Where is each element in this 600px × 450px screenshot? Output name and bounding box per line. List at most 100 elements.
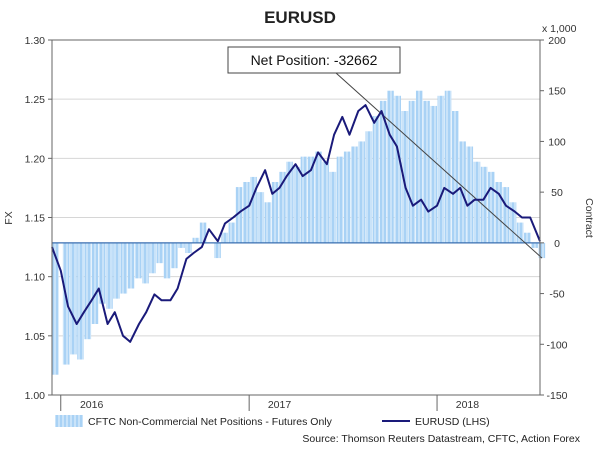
position-bar bbox=[466, 146, 474, 243]
position-bar bbox=[480, 166, 488, 243]
left-tick-label: 1.20 bbox=[25, 153, 46, 165]
position-bar bbox=[170, 242, 178, 269]
position-bar bbox=[495, 182, 502, 243]
position-bar bbox=[286, 161, 293, 243]
position-bar bbox=[524, 232, 531, 243]
position-bar bbox=[156, 242, 164, 264]
left-axis-ticks: 1.00 1.05 1.10 1.15 1.20 1.25 1.30 bbox=[25, 35, 52, 402]
position-bar bbox=[387, 90, 394, 243]
right-tick-label: 150 bbox=[548, 86, 566, 98]
position-bar bbox=[62, 242, 70, 365]
right-tick-label: -150 bbox=[546, 390, 567, 402]
annotation-pointer bbox=[335, 72, 543, 259]
position-bar bbox=[423, 100, 430, 243]
position-bar bbox=[120, 242, 128, 294]
position-bar bbox=[185, 242, 193, 253]
position-bar bbox=[279, 171, 286, 243]
position-bar bbox=[228, 222, 236, 243]
position-bar bbox=[473, 161, 481, 243]
legend-bar-swatch bbox=[55, 415, 83, 427]
position-bar bbox=[91, 242, 99, 324]
position-bar bbox=[242, 182, 250, 243]
position-bar bbox=[134, 242, 142, 279]
x-axis-ticks: 2016 2017 2018 bbox=[60, 395, 480, 411]
position-bar bbox=[372, 116, 380, 243]
left-tick-label: 1.30 bbox=[25, 35, 46, 47]
position-bar bbox=[329, 171, 337, 243]
position-bar bbox=[488, 171, 495, 243]
position-bar bbox=[192, 237, 200, 243]
position-bar bbox=[516, 222, 524, 243]
position-bar bbox=[394, 95, 401, 243]
left-tick-label: 1.25 bbox=[25, 94, 46, 106]
fx-line-series bbox=[51, 104, 541, 343]
x-tick-label: 2016 bbox=[80, 399, 104, 411]
position-bar bbox=[257, 192, 265, 243]
legend-bar-label: CFTC Non-Commercial Net Positions - Futu… bbox=[88, 416, 333, 428]
position-bar bbox=[379, 100, 387, 243]
position-bar bbox=[538, 242, 546, 259]
position-bar bbox=[113, 242, 120, 299]
position-bar bbox=[300, 156, 308, 243]
right-tick-label: 50 bbox=[551, 187, 563, 199]
position-bar bbox=[531, 242, 538, 248]
right-tick-label: -100 bbox=[546, 339, 567, 351]
position-bar bbox=[408, 100, 416, 243]
left-tick-label: 1.00 bbox=[25, 390, 46, 402]
right-tick-label: 100 bbox=[548, 136, 566, 148]
position-bar bbox=[401, 111, 409, 243]
bar-series bbox=[52, 90, 546, 375]
legend: CFTC Non-Commercial Net Positions - Futu… bbox=[55, 415, 490, 428]
right-tick-label: -50 bbox=[549, 289, 564, 301]
left-tick-label: 1.05 bbox=[25, 331, 46, 343]
position-bar bbox=[77, 242, 84, 360]
x-tick-label: 2018 bbox=[456, 399, 480, 411]
trend-line bbox=[335, 72, 543, 259]
position-bar bbox=[430, 105, 438, 243]
position-bar bbox=[142, 242, 149, 284]
position-bar bbox=[451, 111, 459, 243]
position-bar bbox=[199, 222, 207, 243]
position-bar bbox=[149, 242, 156, 274]
position-bar bbox=[315, 151, 322, 243]
position-bar bbox=[235, 187, 243, 243]
position-bar bbox=[178, 242, 185, 248]
chart-title: EURUSD bbox=[264, 8, 336, 27]
position-bar bbox=[509, 202, 517, 243]
annotation-box bbox=[227, 46, 401, 74]
position-bar bbox=[307, 156, 315, 243]
annotation: Net Position: -32662 bbox=[227, 46, 401, 74]
source-note: Source: Thomson Reuters Datastream, CFTC… bbox=[302, 433, 580, 445]
position-bar bbox=[322, 161, 329, 243]
position-bar bbox=[343, 151, 351, 243]
position-bar bbox=[437, 95, 445, 243]
left-tick-label: 1.10 bbox=[25, 272, 46, 284]
right-axis-label: Contract bbox=[583, 198, 595, 238]
fx-line bbox=[51, 104, 541, 343]
position-bar bbox=[106, 242, 113, 309]
right-axis-unit: x 1,000 bbox=[542, 23, 577, 35]
position-bar bbox=[502, 187, 510, 243]
position-bar bbox=[271, 182, 279, 243]
right-tick-label: 0 bbox=[554, 238, 560, 250]
position-bar bbox=[127, 242, 135, 289]
position-bar bbox=[336, 156, 344, 243]
position-bar bbox=[84, 242, 92, 340]
position-bar bbox=[214, 242, 221, 259]
position-bar bbox=[293, 166, 301, 243]
x-tick-label: 2017 bbox=[268, 399, 292, 411]
position-bar bbox=[163, 242, 171, 279]
annotation-text: Net Position: -32662 bbox=[251, 52, 378, 68]
position-bar bbox=[98, 242, 106, 304]
position-bar bbox=[358, 141, 365, 243]
position-bar bbox=[444, 90, 452, 243]
position-bar bbox=[52, 242, 59, 375]
position-bar bbox=[415, 90, 423, 243]
position-bar bbox=[250, 176, 257, 243]
legend-line-label: EURUSD (LHS) bbox=[415, 416, 490, 428]
position-bar bbox=[264, 202, 272, 243]
position-bar bbox=[221, 232, 229, 243]
right-tick-label: 200 bbox=[548, 35, 566, 47]
left-axis-label: FX bbox=[3, 211, 15, 224]
